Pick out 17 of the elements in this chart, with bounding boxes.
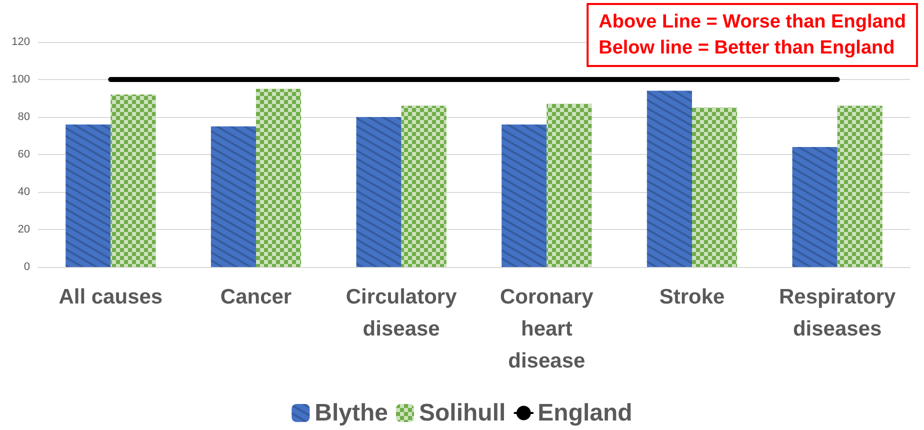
y-tick-label: 40	[18, 186, 30, 198]
legend-label: Solihull	[419, 400, 506, 426]
x-tick-label: Circulatory disease	[346, 286, 458, 340]
x-tick-label: All causes	[58, 286, 163, 308]
y-tick-label: 80	[18, 111, 30, 123]
y-tick-label: 60	[18, 148, 30, 160]
x-tick-label: Cancer	[220, 286, 292, 308]
y-tick-label: 20	[18, 224, 30, 236]
y-tick-label: 120	[12, 36, 30, 48]
y-tick-label: 100	[12, 74, 30, 86]
x-tick-label: Stroke	[659, 286, 725, 308]
legend-label: England	[538, 400, 632, 426]
annotation: Above Line = Worse than England Below line = Better than England	[598, 12, 906, 58]
x-tick-label: Respiratory diseases	[778, 286, 896, 340]
y-tick-label: 0	[24, 261, 30, 273]
x-tick-label: Coronary heart disease	[500, 286, 594, 372]
legend-label: Blythe	[314, 400, 388, 426]
